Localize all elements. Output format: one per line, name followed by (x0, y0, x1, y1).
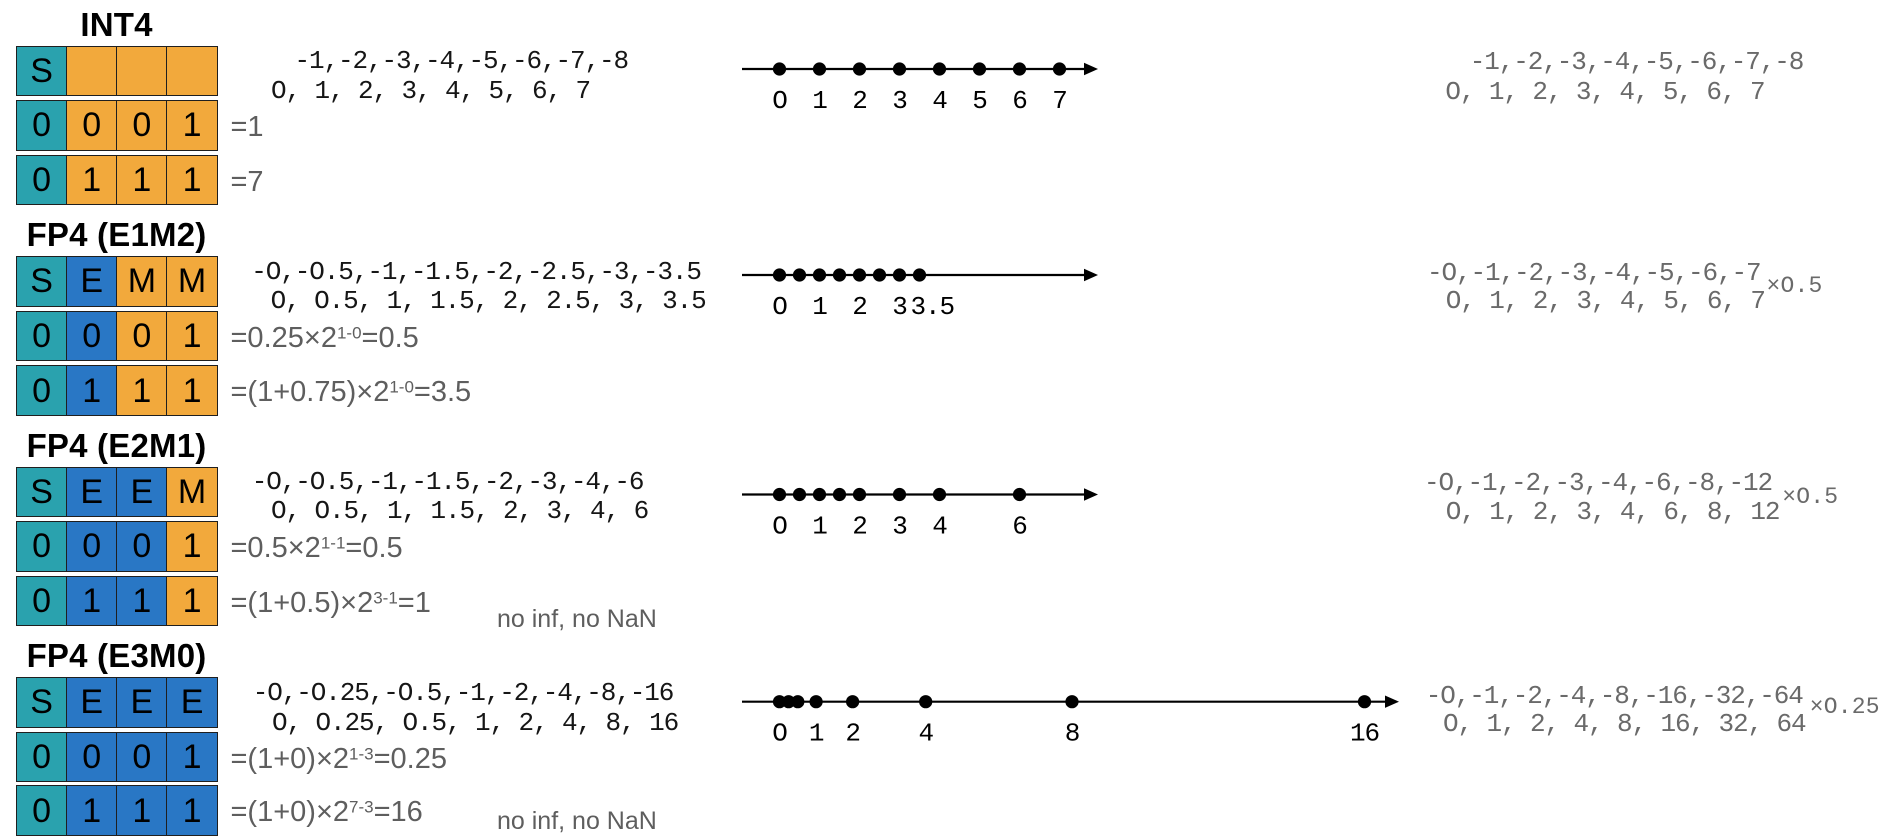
svg-text:3: 3 (892, 86, 907, 116)
svg-text:O: O (772, 719, 787, 749)
svg-text:3.5: 3.5 (911, 292, 955, 322)
svg-text:O: O (772, 292, 787, 322)
svg-text:4: 4 (932, 86, 947, 116)
svg-text:O: O (772, 86, 787, 116)
svg-text:O: O (772, 511, 787, 541)
svg-text:16: 16 (1350, 719, 1379, 749)
svg-text:6: 6 (1012, 86, 1027, 116)
svg-text:3: 3 (892, 511, 907, 541)
svg-text:7: 7 (1052, 86, 1067, 116)
svg-text:4: 4 (932, 511, 947, 541)
svg-text:2: 2 (852, 511, 867, 541)
svg-text:1: 1 (809, 719, 824, 749)
svg-text:1: 1 (812, 86, 827, 116)
svg-text:2: 2 (852, 292, 867, 322)
svg-text:6: 6 (1012, 511, 1027, 541)
svg-text:3: 3 (892, 292, 907, 322)
svg-text:4: 4 (918, 719, 933, 749)
svg-text:2: 2 (845, 719, 860, 749)
svg-text:2: 2 (852, 86, 867, 116)
svg-text:1: 1 (812, 511, 827, 541)
svg-text:8: 8 (1065, 719, 1080, 749)
svg-text:5: 5 (972, 86, 987, 116)
svg-text:1: 1 (812, 292, 827, 322)
